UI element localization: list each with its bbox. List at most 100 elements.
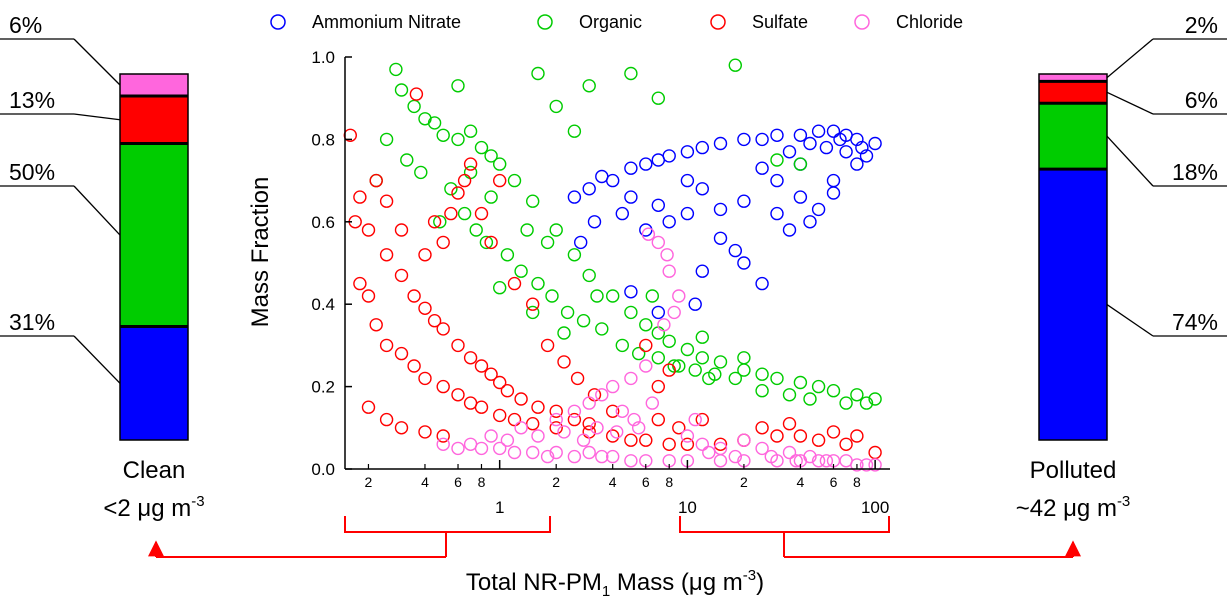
organic-point <box>493 281 507 295</box>
organic-point <box>400 153 414 167</box>
organic-point <box>500 248 515 262</box>
sulfate-point <box>427 215 442 229</box>
sulfate-point <box>407 359 421 373</box>
chloride-point <box>713 441 728 456</box>
organic-point <box>859 396 874 410</box>
x-minor-tick-label: 8 <box>665 474 673 490</box>
ammonium-nitrate-point <box>695 140 709 155</box>
organic-point <box>567 124 582 138</box>
chloride-point <box>567 449 582 464</box>
y-tick-labels: 0.0 0.2 0.4 0.6 0.8 1.0 <box>311 48 352 479</box>
chloride-point <box>651 235 665 250</box>
x-axis-label: Total NR-PM1 Mass (μg m-3) <box>466 567 764 600</box>
organic-point <box>839 396 853 410</box>
organic-point <box>651 351 665 365</box>
chloride-point <box>567 404 582 418</box>
ammonium-nitrate-point <box>713 202 728 217</box>
sulfate-point <box>353 190 367 204</box>
chloride-point <box>868 458 882 472</box>
clean-bar-outline <box>119 73 189 441</box>
chloride-point <box>624 371 638 386</box>
polluted-leader-line <box>1106 135 1154 187</box>
ammonium-nitrate-point <box>662 215 676 229</box>
chloride-point <box>610 425 624 439</box>
sulfate-point <box>493 375 507 390</box>
sulfate-point <box>713 437 728 451</box>
chloride-point <box>695 437 709 451</box>
clean-caption: Clean <box>123 457 186 484</box>
ammonium-nitrate-point <box>782 145 797 159</box>
ammonium-nitrate-point <box>606 173 620 188</box>
chloride-point <box>500 433 515 447</box>
sulfate-point <box>394 268 409 283</box>
sulfate-point <box>474 400 489 414</box>
sulfate-point <box>484 367 498 381</box>
organic-point <box>463 124 478 138</box>
chloride-point <box>859 458 874 472</box>
sulfate-point <box>672 421 686 435</box>
chloride-point <box>657 318 671 332</box>
sulfate-point <box>793 429 808 443</box>
sulfate-point <box>369 318 383 332</box>
sulfate-point <box>639 433 653 447</box>
chloride-point <box>672 289 686 303</box>
chloride-point <box>606 449 620 464</box>
polluted-percent-labels: 74% 18% 6% 2% <box>1106 12 1227 337</box>
organic-point <box>624 305 638 320</box>
ammonium-nitrate-point <box>582 182 596 196</box>
organic-point <box>811 379 826 394</box>
y-tick-label: 0.6 <box>311 213 335 232</box>
sulfate-point <box>662 363 676 377</box>
scatter-points <box>343 58 882 472</box>
y-axis-label: Mass Fraction <box>247 177 274 328</box>
sulfate-point <box>507 412 522 427</box>
ammonium-nitrate-point <box>833 132 847 147</box>
chloride-point <box>789 454 803 468</box>
x-minor-tick-label: 2 <box>552 474 560 490</box>
ammonium-nitrate-point <box>770 173 784 188</box>
organic-point <box>451 132 465 147</box>
sulfate-point <box>500 384 515 398</box>
sulfate-point <box>394 223 409 237</box>
chloride-point <box>819 454 834 468</box>
polluted-segment-chloride <box>1039 74 1107 82</box>
y-tick-label: 1.0 <box>311 48 335 67</box>
chloride-point <box>451 441 465 456</box>
chloride-point <box>811 454 826 468</box>
sulfate-point <box>379 194 394 208</box>
chloride-point <box>514 421 528 435</box>
polluted-stacked-bar <box>1038 73 1108 441</box>
chloride-point <box>755 441 769 456</box>
ammonium-nitrate-point <box>695 182 709 196</box>
sulfate-point <box>811 433 826 447</box>
chloride-point <box>549 445 563 460</box>
organic-point <box>770 371 784 386</box>
chloride-point <box>582 445 596 460</box>
ammonium-nitrate-point <box>651 305 665 320</box>
ammonium-nitrate-point <box>662 149 676 163</box>
chloride-point <box>557 425 571 439</box>
ammonium-nitrate-point <box>811 202 826 217</box>
x-major-tick-label: 1 <box>495 498 504 517</box>
chloride-point <box>632 421 646 435</box>
ammonium-nitrate-point <box>624 161 638 175</box>
chloride-point <box>624 454 638 468</box>
ammonium-nitrate-point <box>728 243 742 258</box>
organic-point <box>433 215 447 229</box>
organic-point <box>615 338 629 353</box>
ammonium-nitrate-point <box>793 128 808 143</box>
sulfate-point <box>463 351 478 365</box>
sulfate-point <box>514 392 528 406</box>
chloride-point <box>615 404 629 418</box>
x-minor-tick-label: 6 <box>454 474 462 490</box>
organic-point <box>414 165 428 180</box>
ammonium-nitrate-point <box>595 169 609 184</box>
organic-point <box>803 392 817 406</box>
y-tick-label: 0.4 <box>311 295 335 314</box>
organic-point <box>549 223 563 237</box>
organic-point <box>632 346 646 361</box>
organic-point <box>540 235 555 250</box>
sulfate-point <box>436 322 450 336</box>
ammonium-nitrate-point <box>651 198 665 213</box>
ammonium-nitrate-point <box>680 173 695 188</box>
